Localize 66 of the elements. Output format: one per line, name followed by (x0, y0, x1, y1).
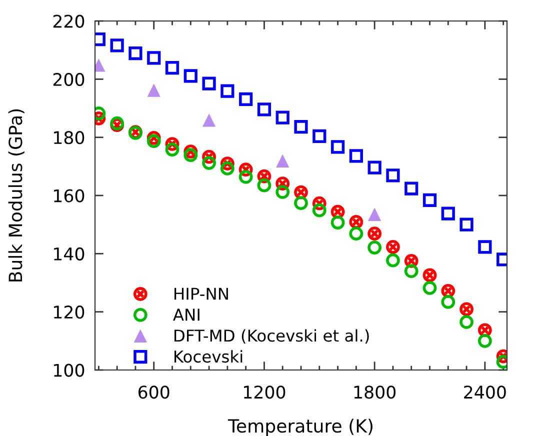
point (312, 203, 326, 218)
point (330, 216, 345, 230)
point (276, 185, 290, 199)
point (238, 170, 253, 184)
point (312, 129, 326, 143)
y-tick-label: 180 (54, 131, 84, 144)
point (276, 110, 290, 124)
point (368, 208, 382, 221)
point (368, 226, 382, 241)
x-tick-label: 1800 (354, 386, 396, 399)
point (386, 253, 400, 268)
point (422, 268, 437, 282)
point (460, 315, 474, 329)
y-tick-label: 200 (53, 72, 84, 86)
x-tick-label: 2400 (464, 386, 506, 399)
point (386, 240, 400, 254)
y-tick-label: 160 (54, 189, 84, 202)
point (386, 168, 400, 182)
point (202, 76, 216, 90)
point (294, 120, 308, 134)
point (257, 178, 272, 192)
point (460, 302, 474, 316)
point (478, 334, 492, 348)
point (165, 61, 180, 75)
point (276, 154, 290, 168)
point (147, 84, 160, 97)
point (422, 281, 437, 295)
legend-label: ANI (173, 308, 200, 321)
point (128, 46, 142, 60)
point (202, 156, 216, 170)
point (330, 140, 345, 154)
point (220, 84, 234, 98)
point (349, 149, 363, 163)
point (404, 264, 418, 278)
point (349, 215, 364, 229)
point (147, 51, 161, 65)
legend-label: DFT-MD (Kocevski et al.) (174, 329, 369, 344)
legend-label: Kocevski (174, 350, 242, 363)
point (349, 226, 364, 241)
legend-label: HIP-NN (174, 288, 228, 300)
point (368, 240, 382, 255)
x-tick-label: 1200 (244, 386, 286, 399)
point (441, 206, 455, 220)
point (110, 38, 124, 52)
y-tick-label: 100 (54, 364, 84, 377)
point (184, 69, 198, 83)
point (478, 240, 492, 254)
point (165, 142, 180, 156)
point (220, 162, 234, 176)
point (239, 92, 253, 106)
x-axis-title: Temperature (K) (228, 418, 372, 436)
y-tick-label: 120 (54, 306, 84, 319)
y-axis-title: Bulk Modulus (GPa) (8, 109, 24, 282)
point (460, 218, 474, 232)
y-tick-label: 220 (53, 14, 84, 28)
point (146, 134, 161, 148)
point (422, 193, 437, 207)
y-tick-label: 140 (54, 247, 84, 261)
point (294, 196, 308, 210)
point (441, 295, 456, 309)
point (257, 102, 272, 116)
point (368, 160, 382, 174)
point (184, 148, 198, 162)
point (404, 182, 418, 196)
point (202, 114, 216, 127)
x-tick-label: 600 (138, 386, 170, 399)
